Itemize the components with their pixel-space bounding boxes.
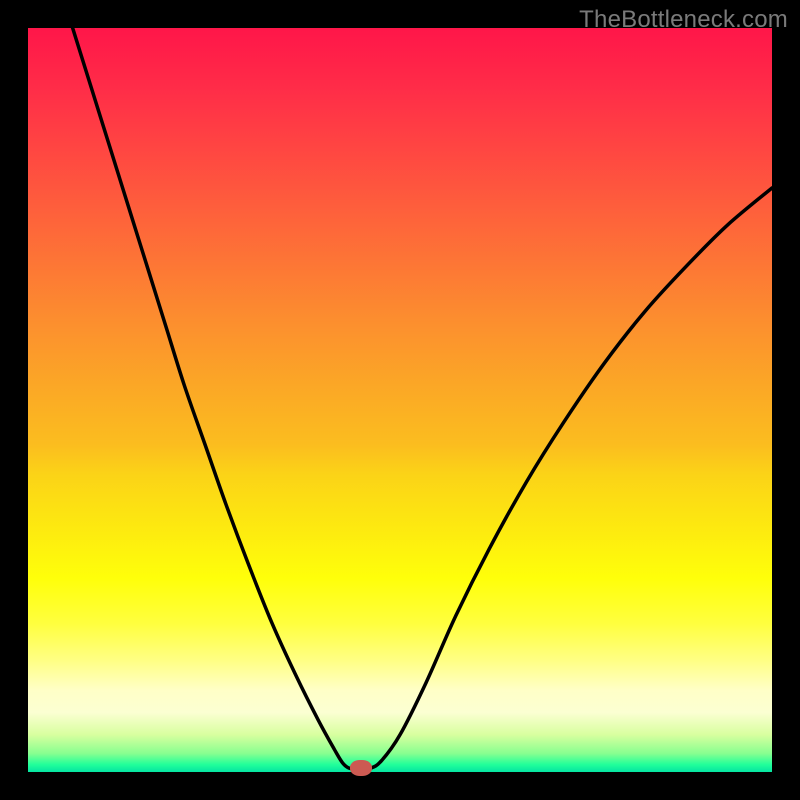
watermark-text: TheBottleneck.com	[579, 6, 788, 34]
plot-area	[28, 28, 772, 772]
optimal-point-marker	[350, 760, 372, 776]
bottleneck-curve	[28, 28, 772, 772]
